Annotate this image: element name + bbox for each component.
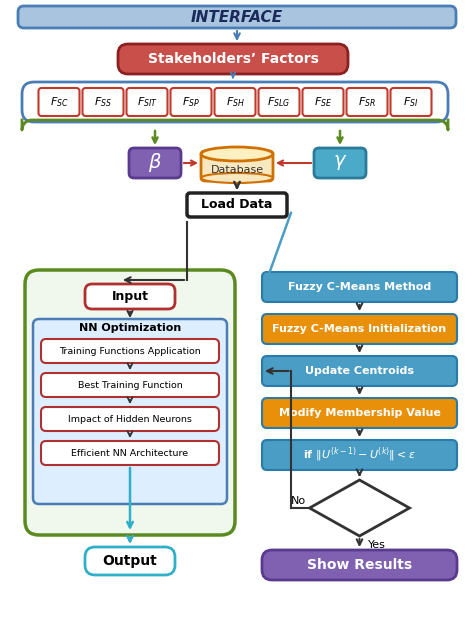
FancyBboxPatch shape: [33, 319, 227, 504]
Ellipse shape: [201, 147, 273, 161]
Text: Database: Database: [210, 165, 264, 175]
FancyBboxPatch shape: [262, 440, 457, 470]
FancyBboxPatch shape: [38, 88, 80, 116]
Text: if $\|U^{(k-1)}-U^{(k)}\| < \varepsilon$: if $\|U^{(k-1)}-U^{(k)}\| < \varepsilon$: [303, 446, 416, 464]
Text: $F_{SR}$: $F_{SR}$: [358, 95, 376, 109]
Text: $F_{SE}$: $F_{SE}$: [314, 95, 332, 109]
Text: $F_{SP}$: $F_{SP}$: [182, 95, 200, 109]
FancyBboxPatch shape: [262, 550, 457, 580]
FancyBboxPatch shape: [187, 193, 287, 217]
Text: $F_{SS}$: $F_{SS}$: [94, 95, 112, 109]
Text: Yes: Yes: [367, 540, 385, 550]
Text: $F_{SI}$: $F_{SI}$: [403, 95, 419, 109]
FancyBboxPatch shape: [82, 88, 124, 116]
FancyBboxPatch shape: [41, 339, 219, 363]
FancyBboxPatch shape: [346, 88, 388, 116]
Text: Impact of Hidden Neurons: Impact of Hidden Neurons: [68, 415, 192, 423]
Polygon shape: [310, 480, 410, 536]
FancyBboxPatch shape: [201, 151, 273, 181]
Text: Update Centroids: Update Centroids: [305, 366, 414, 376]
Text: Training Functions Application: Training Functions Application: [59, 347, 201, 355]
Text: Load Data: Load Data: [201, 198, 273, 211]
Text: $\gamma$: $\gamma$: [333, 154, 347, 172]
FancyBboxPatch shape: [391, 88, 431, 116]
Text: $F_{SIT}$: $F_{SIT}$: [137, 95, 157, 109]
FancyBboxPatch shape: [85, 284, 175, 309]
Text: NN Optimization: NN Optimization: [79, 323, 181, 333]
FancyBboxPatch shape: [18, 6, 456, 28]
FancyBboxPatch shape: [258, 88, 300, 116]
FancyBboxPatch shape: [262, 398, 457, 428]
Ellipse shape: [201, 173, 273, 183]
FancyBboxPatch shape: [85, 547, 175, 575]
Text: $F_{SLG}$: $F_{SLG}$: [267, 95, 291, 109]
FancyBboxPatch shape: [129, 148, 181, 178]
FancyBboxPatch shape: [314, 148, 366, 178]
FancyBboxPatch shape: [41, 373, 219, 397]
Text: Output: Output: [103, 554, 157, 568]
Text: Modify Membership Value: Modify Membership Value: [279, 408, 440, 418]
FancyBboxPatch shape: [262, 314, 457, 344]
Text: Fuzzy C-Means Method: Fuzzy C-Means Method: [288, 282, 431, 292]
FancyBboxPatch shape: [41, 407, 219, 431]
FancyBboxPatch shape: [25, 270, 235, 535]
Text: Efficient NN Architecture: Efficient NN Architecture: [72, 448, 189, 458]
Text: Fuzzy C-Means Initialization: Fuzzy C-Means Initialization: [273, 324, 447, 334]
FancyBboxPatch shape: [118, 44, 348, 74]
Text: Stakeholders’ Factors: Stakeholders’ Factors: [147, 52, 319, 66]
FancyBboxPatch shape: [171, 88, 211, 116]
FancyBboxPatch shape: [262, 356, 457, 386]
FancyBboxPatch shape: [41, 441, 219, 465]
Text: $F_{SC}$: $F_{SC}$: [50, 95, 68, 109]
Text: No: No: [292, 496, 307, 506]
FancyBboxPatch shape: [262, 272, 457, 302]
Text: Input: Input: [111, 290, 148, 303]
Text: INTERFACE: INTERFACE: [191, 9, 283, 25]
Text: Show Results: Show Results: [307, 558, 412, 572]
Text: Best Training Function: Best Training Function: [78, 381, 182, 389]
FancyBboxPatch shape: [127, 88, 167, 116]
FancyBboxPatch shape: [302, 88, 344, 116]
Text: $\beta$: $\beta$: [148, 151, 162, 174]
FancyBboxPatch shape: [215, 88, 255, 116]
Text: $F_{SH}$: $F_{SH}$: [226, 95, 245, 109]
